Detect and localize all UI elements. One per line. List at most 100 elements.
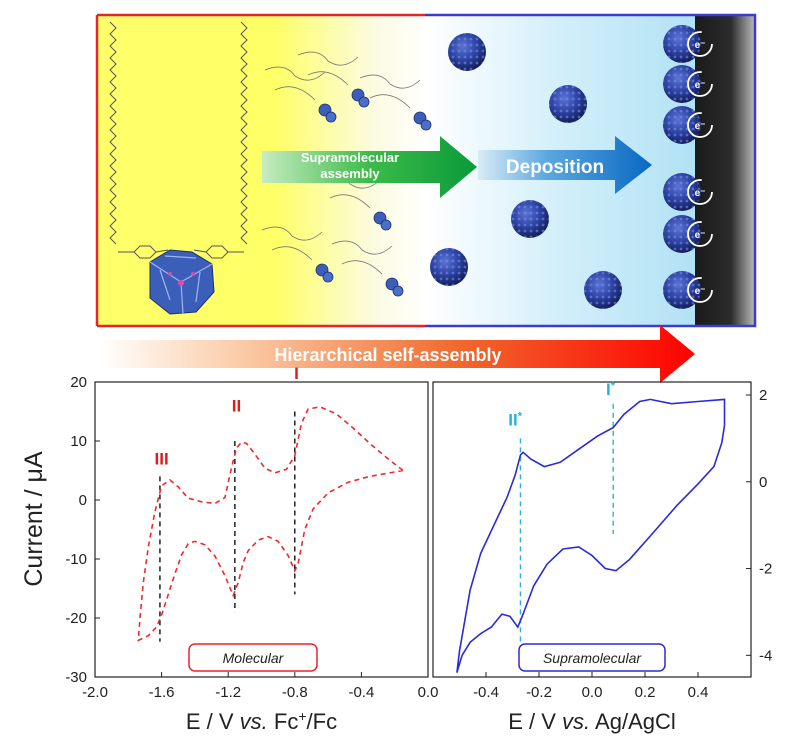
x-axis-title: E / V vs. Ag/AgCl — [508, 709, 676, 734]
small-chain — [359, 74, 421, 109]
peak-label: II — [232, 397, 241, 416]
cv-curve — [137, 405, 404, 642]
small-pom — [420, 119, 432, 131]
x-tick-label: -1.6 — [149, 684, 175, 701]
cluster-sphere — [584, 271, 622, 309]
left-frame — [95, 13, 425, 328]
assembly-arrow-label-line1: Supramolecular — [301, 150, 399, 165]
plot-frame — [94, 381, 429, 678]
x-tick-label: -0.2 — [526, 684, 552, 701]
cluster-texture — [448, 33, 486, 71]
deposition-arrow-label: Deposition — [506, 157, 604, 178]
linker-right — [193, 245, 244, 259]
free-clusters — [430, 33, 622, 309]
electrode — [695, 15, 755, 326]
electron-label: e⁻ — [695, 286, 706, 297]
chart-label-text: Molecular — [223, 650, 285, 666]
electron-label: e⁻ — [695, 80, 706, 91]
assembly-arrow-label-line2: assembly — [320, 166, 380, 181]
y-tick-label: 0 — [759, 474, 767, 491]
y-tick-label: 0 — [79, 492, 87, 509]
molecular-chart: -2.0 -1.6 -1.2 -0.8 -0.4 0.0 20 10 0 -10 -20 -30 E /… — [65, 364, 438, 734]
cluster-sphere: e⁻ — [663, 25, 713, 63]
small-pom — [380, 219, 392, 231]
cluster-texture — [549, 85, 587, 123]
small-assembly — [319, 174, 392, 231]
peak-label: I* — [606, 380, 616, 399]
cluster-sphere — [448, 33, 486, 71]
right-frame — [425, 13, 757, 328]
pom-core — [149, 249, 215, 315]
small-chain — [261, 226, 323, 261]
cluster-sphere — [549, 85, 587, 123]
small-assemblies — [261, 51, 432, 297]
cluster-sphere — [430, 248, 468, 286]
peak-label: I — [294, 364, 299, 383]
cluster-texture — [584, 271, 622, 309]
small-pom — [392, 285, 404, 297]
electron-label: e⁻ — [695, 40, 706, 51]
x-tick-label: 0.2 — [635, 684, 656, 701]
hierarchical-arrow-label: Hierarchical self-assembly — [274, 345, 501, 365]
electron-cycle-icon — [687, 179, 713, 205]
y-tick-label: -4 — [759, 647, 772, 664]
hierarchical-arrow: Hierarchical self-assembly — [100, 325, 695, 383]
small-pom — [322, 271, 334, 283]
small-assembly — [261, 226, 334, 283]
small-assembly — [331, 240, 404, 297]
cluster-sphere: e⁻ — [663, 65, 713, 103]
deposited-clusters: e⁻ e⁻ e⁻ e⁻ e⁻ e⁻ — [663, 25, 713, 309]
small-assembly — [264, 66, 337, 123]
cluster-texture — [430, 248, 468, 286]
cluster-sphere: e⁻ — [663, 173, 713, 211]
cluster-sphere — [511, 200, 549, 238]
y-tick-label: 20 — [70, 374, 87, 391]
small-assembly — [359, 74, 432, 131]
electron-label: e⁻ — [695, 121, 706, 132]
scheme-panel: Supramolecular assembly Deposition e⁻e⁻e… — [95, 13, 757, 328]
assembly-arrow: Supramolecular assembly — [262, 136, 477, 198]
small-pom — [358, 96, 370, 108]
y-axis-title: Current / μA — [20, 451, 48, 587]
electron-cycle-icon — [687, 112, 713, 138]
x-tick-label: -0.4 — [348, 684, 374, 701]
molecule-structure — [109, 21, 248, 259]
chart-label-text: Supramolecular — [543, 650, 642, 666]
x-axis-title: E / V vs. Fc+/Fc — [186, 708, 337, 734]
small-chain — [297, 51, 359, 86]
alkyl-chain-right — [240, 21, 248, 245]
y-tick-label: -30 — [65, 669, 87, 686]
y-tick-label: 10 — [70, 433, 87, 450]
electron-label: e⁻ — [695, 188, 706, 199]
small-pom — [325, 111, 337, 123]
electron-cycle-icon — [687, 277, 713, 303]
electron-cycle-icon — [687, 71, 713, 97]
cluster-sphere: e⁻ — [663, 106, 713, 144]
small-chain — [264, 66, 326, 101]
x-tick-label: -2.0 — [82, 684, 108, 701]
peak-label: III — [155, 450, 169, 469]
electron-cycle-icon — [687, 221, 713, 247]
y-tick-label: -20 — [65, 610, 87, 627]
x-tick-label: -0.8 — [282, 684, 308, 701]
y-tick-label: 2 — [759, 387, 767, 404]
x-tick-label: -1.2 — [215, 684, 241, 701]
chart-label-box — [188, 643, 318, 672]
small-chain — [331, 240, 393, 275]
supramolecular-chart: -0.4 -0.2 0.0 0.2 0.4 2 0 -2 -4 E / V vs. Ag/AgCl… — [432, 380, 772, 734]
small-assembly — [297, 51, 370, 108]
chart-label-box — [518, 643, 666, 672]
x-tick-label: 0.4 — [688, 684, 709, 701]
cv-curve — [456, 398, 726, 673]
y-tick-label: -2 — [759, 561, 772, 578]
alkyl-chain-left — [109, 21, 117, 245]
peak-label: II* — [508, 410, 522, 429]
electron-cycle-icon — [687, 31, 713, 57]
cluster-texture — [511, 200, 549, 238]
x-tick-label: 0.0 — [582, 684, 603, 701]
linker-left — [118, 245, 169, 259]
cluster-sphere: e⁻ — [663, 271, 713, 309]
electron-label: e⁻ — [695, 230, 706, 241]
